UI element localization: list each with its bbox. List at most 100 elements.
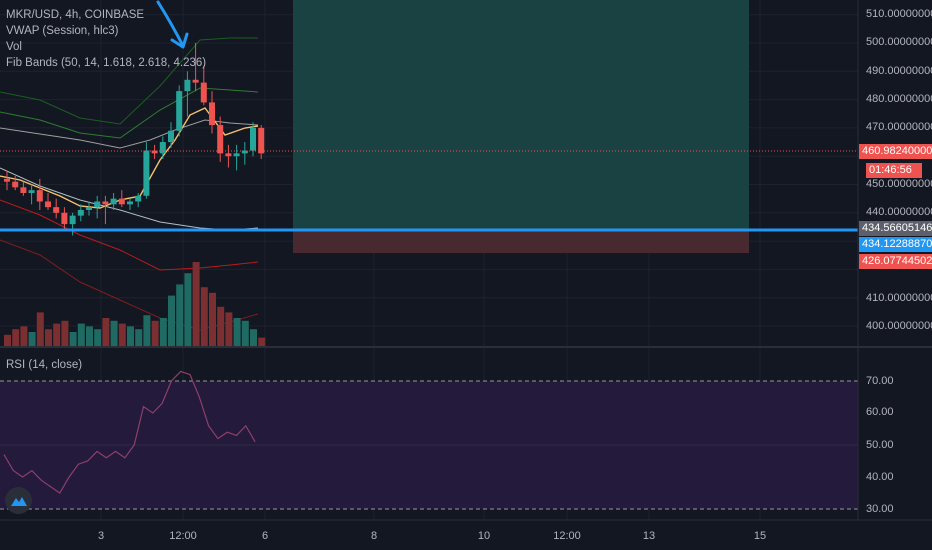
- volume-bar: [53, 323, 61, 346]
- legend-vol[interactable]: Vol: [6, 41, 22, 53]
- rsi-line: [3, 370, 256, 494]
- fib-band-upper-outer: [0, 37, 258, 125]
- candle-body: [53, 207, 60, 213]
- price-tick: 480.00000000: [866, 93, 932, 105]
- candle-body: [209, 102, 215, 126]
- candle-body: [176, 91, 183, 131]
- time-tick: 12:00: [169, 530, 197, 542]
- volume-bar: [69, 332, 77, 346]
- volume-bar: [192, 262, 200, 346]
- volume-bar: [36, 312, 44, 346]
- stop-tag: 426.07744502: [859, 254, 932, 269]
- time-tick: 8: [370, 530, 378, 542]
- fib-band-low3: [0, 239, 259, 331]
- arrow-annotation-icon[interactable]: [156, 0, 189, 49]
- tradingview-logo-icon[interactable]: [5, 487, 32, 514]
- volume-bar: [12, 329, 20, 346]
- candle-body: [36, 190, 43, 202]
- candle-body: [12, 181, 19, 188]
- volume-bar: [209, 292, 216, 346]
- volume-bar: [200, 287, 208, 346]
- volume-bar: [241, 320, 249, 346]
- candle-body: [258, 127, 265, 154]
- candle-body: [86, 207, 92, 210]
- volume-bar: [250, 329, 257, 346]
- volume-bar: [4, 334, 11, 346]
- price-tick: 490.00000000: [866, 65, 932, 77]
- legend-rsi[interactable]: RSI (14, close): [6, 359, 83, 371]
- candle-body: [20, 187, 27, 193]
- price-tick: 410.00000000: [866, 292, 932, 304]
- volume-bar: [45, 329, 52, 346]
- candle-body: [28, 190, 35, 193]
- fib-band-upper: [0, 87, 259, 139]
- price-tick: 400.00000000: [866, 320, 932, 332]
- candle-body: [192, 79, 199, 83]
- fib-band-low2: [0, 199, 259, 271]
- time-tick: 10: [477, 530, 491, 542]
- candles: [4, 43, 265, 236]
- price-tick: 510.00000000: [866, 8, 932, 20]
- volume-bar: [110, 320, 118, 346]
- volume-bars: [4, 262, 266, 346]
- target-zone[interactable]: [293, 0, 749, 231]
- candle-body: [184, 79, 191, 92]
- volume-bar: [102, 318, 110, 346]
- legend-symbol[interactable]: MKR/USD, 4h, COINBASE: [6, 9, 145, 21]
- rsi-tick: 70.00: [866, 375, 894, 387]
- time-tick: 12:00: [553, 530, 581, 542]
- candle-body: [233, 153, 240, 157]
- volume-bar: [184, 273, 192, 346]
- legend-vwap[interactable]: VWAP (Session, hlc3): [6, 25, 119, 37]
- volume-bar: [143, 315, 151, 346]
- candle-body: [4, 178, 10, 182]
- candle-body: [102, 201, 109, 205]
- rsi-tick: 60.00: [866, 406, 894, 418]
- time-tick: 3: [97, 530, 105, 542]
- candle-body: [127, 201, 133, 205]
- price-tick: 440.00000000: [866, 206, 932, 218]
- fib-band-mid: [0, 119, 259, 149]
- volume-bar: [258, 337, 266, 346]
- candle-body: [159, 142, 166, 154]
- volume-bar: [127, 326, 134, 346]
- price-tick: 450.00000000: [866, 178, 932, 190]
- price-tick: 470.00000000: [866, 121, 932, 133]
- time-tick: 13: [642, 530, 656, 542]
- candle-body: [118, 198, 125, 205]
- volume-bar: [94, 329, 102, 346]
- stop-zone[interactable]: [293, 231, 749, 253]
- entry-tag: 434.12288870: [859, 237, 932, 252]
- legend-fib-bands[interactable]: Fib Bands (50, 14, 1.618, 2.618, 4.236): [6, 57, 207, 69]
- volume-bar: [28, 332, 36, 346]
- candle-body: [241, 150, 248, 154]
- candle-body: [135, 195, 142, 202]
- candle-body: [69, 215, 76, 225]
- rsi-tick: 50.00: [866, 439, 894, 451]
- volume-bar: [20, 326, 28, 346]
- volume-bar: [225, 312, 233, 346]
- countdown-tag: 01:46:56: [866, 163, 922, 178]
- candle-body: [200, 82, 207, 103]
- candle-body: [151, 150, 158, 154]
- volume-bar: [77, 323, 85, 346]
- rsi-tick: 40.00: [866, 471, 894, 483]
- candle-body: [143, 150, 150, 196]
- volume-bar: [168, 295, 175, 346]
- volume-bar: [217, 306, 225, 346]
- candle-body: [225, 153, 232, 157]
- candle-body: [217, 125, 224, 154]
- candle-body: [94, 201, 101, 208]
- volume-bar: [151, 320, 159, 346]
- time-tick: 15: [753, 530, 767, 542]
- volume-bar: [61, 320, 69, 346]
- candle-body: [168, 130, 174, 143]
- volume-bar: [86, 326, 93, 346]
- volume-bar: [135, 329, 143, 346]
- time-tick: 6: [261, 530, 269, 542]
- price-tick: 500.00000000: [866, 36, 932, 48]
- candle-body: [110, 198, 117, 205]
- volume-bar: [118, 323, 126, 346]
- volume-bar: [159, 318, 167, 346]
